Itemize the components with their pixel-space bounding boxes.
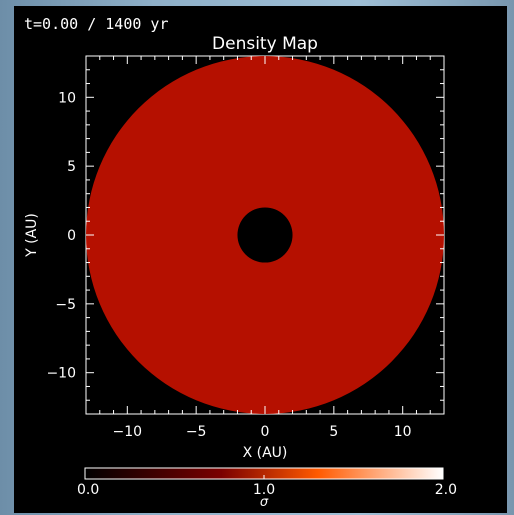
colorbar-tick-label: 2.0 — [435, 482, 457, 498]
major-ticks — [86, 56, 444, 414]
y-tick-label: −10 — [46, 366, 76, 382]
x-tick-label: 5 — [329, 424, 338, 440]
plot-window: t=0.00 / 1400 yr Density Map −10 −5 0 5 10 −… — [14, 6, 507, 513]
x-tick-label: 0 — [261, 424, 270, 440]
x-tick-label: −5 — [186, 424, 207, 440]
colorbar-tick-labels: 0.0 1.0 2.0 — [77, 482, 457, 498]
minor-ticks — [85, 55, 445, 415]
y-tick-label: 5 — [67, 159, 76, 175]
y-tick-label: −5 — [55, 297, 76, 313]
colorbar-tick-label: 0.0 — [77, 482, 99, 498]
y-tick-label: 10 — [58, 90, 76, 106]
x-tick-label: 10 — [394, 424, 412, 440]
colorbar-label: σ — [260, 495, 269, 510]
time-readout: t=0.00 / 1400 yr — [24, 15, 169, 33]
y-tick-label: 0 — [67, 228, 76, 244]
y-tick-labels: −10 −5 0 5 10 — [46, 90, 76, 381]
chart-title: Density Map — [212, 34, 318, 54]
y-axis-label: Y (AU) — [24, 213, 40, 258]
x-tick-labels: −10 −5 0 5 10 — [113, 424, 412, 440]
density-map-chart: t=0.00 / 1400 yr Density Map −10 −5 0 5 10 −… — [24, 15, 457, 510]
density-disk — [86, 56, 444, 414]
colorbar-tick-label: 1.0 — [253, 482, 275, 498]
colorbar-ticks — [84, 475, 444, 479]
x-axis-label: X (AU) — [243, 445, 288, 461]
plot-area — [85, 55, 445, 415]
colorbar: 0.0 1.0 2.0 σ — [77, 467, 457, 510]
x-tick-label: −10 — [113, 424, 143, 440]
